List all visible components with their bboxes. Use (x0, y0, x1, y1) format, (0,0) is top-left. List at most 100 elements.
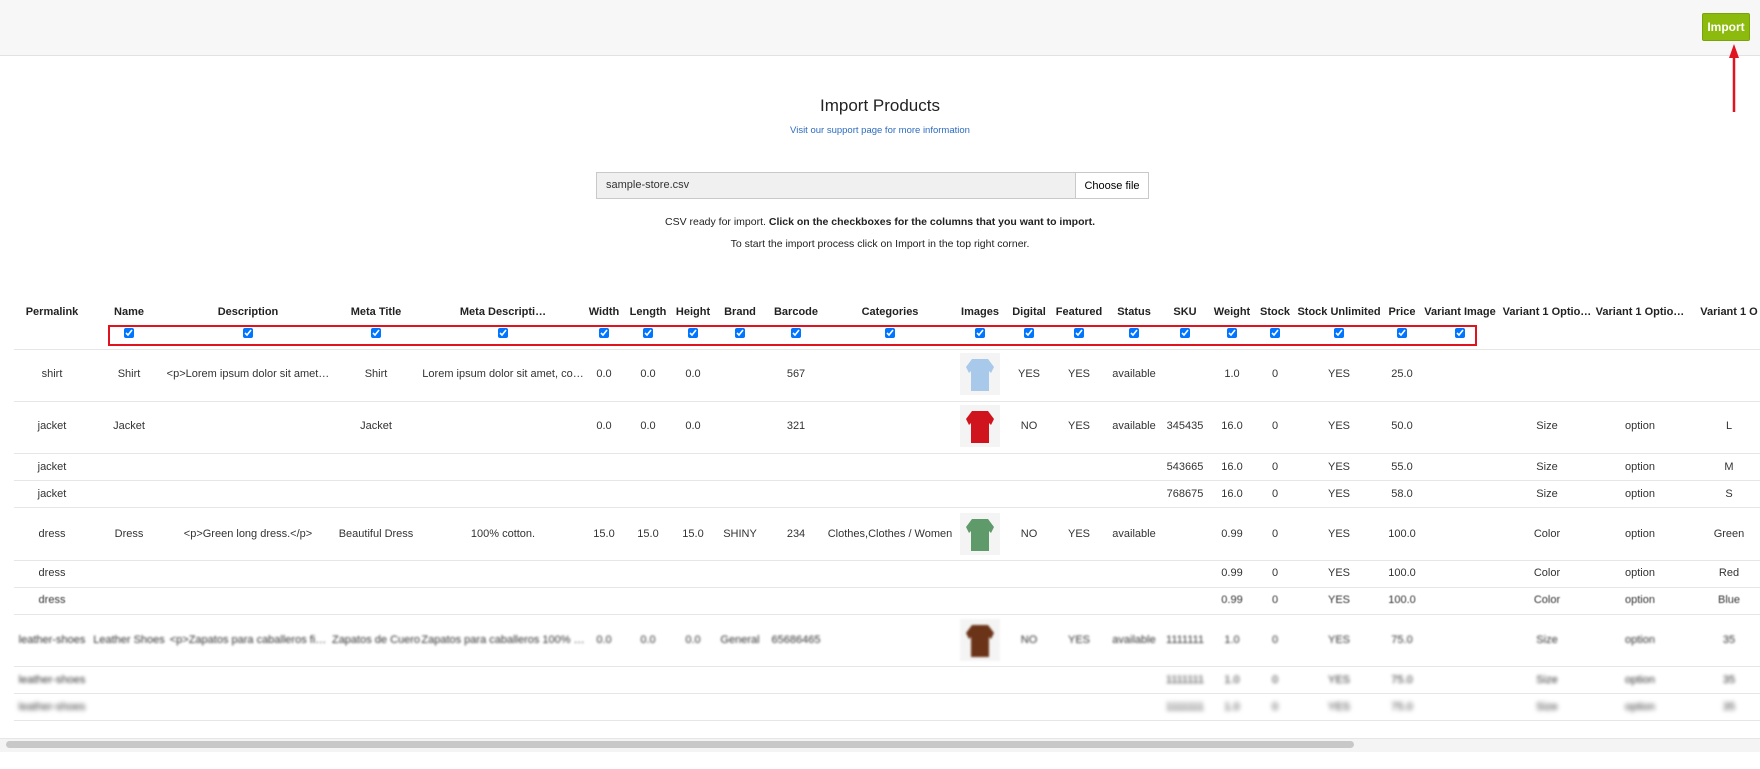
table-cell: jacket (37, 461, 67, 473)
table-cell: option (1625, 461, 1655, 473)
table-cell: available (1112, 368, 1156, 380)
row-divider (14, 401, 1760, 402)
column-checkbox[interactable] (1227, 328, 1237, 338)
product-shape (966, 359, 994, 391)
table-cell: 35 (1722, 674, 1736, 686)
table-cell: option (1625, 528, 1655, 540)
table-cell: Green (1713, 528, 1745, 540)
table-cell: YES (1327, 701, 1351, 713)
table-cell: NO (1020, 634, 1038, 646)
product-image (960, 513, 1000, 555)
column-checkbox[interactable] (688, 328, 698, 338)
row-divider (14, 614, 1760, 615)
file-name: sample-store.csv (596, 172, 1087, 199)
table-cell: Dress (114, 528, 144, 540)
column-checkbox[interactable] (371, 328, 381, 338)
row-divider (14, 507, 1760, 508)
table-cell: option (1625, 674, 1655, 686)
red-arrow (1729, 44, 1739, 112)
column-checkbox[interactable] (1074, 328, 1084, 338)
column-checkbox[interactable] (1334, 328, 1344, 338)
table-cell: 100.0 (1388, 528, 1416, 540)
column-header: Brand (724, 306, 756, 318)
product-thumb (966, 359, 994, 391)
column-checkbox[interactable] (1455, 328, 1465, 338)
table-cell: 0 (1271, 701, 1279, 713)
table-cell: Color (1533, 567, 1561, 579)
table-cell: Zapatos para caballeros 100% … (421, 634, 585, 646)
column-checkbox[interactable] (124, 328, 134, 338)
row-divider (14, 453, 1760, 454)
column-checkbox[interactable] (599, 328, 609, 338)
product-thumb (966, 519, 994, 551)
table-cell: Size (1536, 634, 1558, 646)
support-link[interactable]: Visit our support page for more informat… (790, 125, 970, 136)
table-cell: 0 (1271, 634, 1279, 646)
column-header: Featured (1055, 306, 1103, 318)
table-cell: 55.0 (1391, 461, 1413, 473)
table-cell: 1111111 (1166, 674, 1204, 686)
column-header: Meta Title (350, 306, 402, 318)
column-checkbox[interactable] (975, 328, 985, 338)
table-cell: jacket (37, 488, 67, 500)
column-checkbox[interactable] (1270, 328, 1280, 338)
column-header: Price (1388, 306, 1416, 318)
table-cell: 0.99 (1221, 594, 1243, 606)
import-table: Permalink Name Description Meta Title Meta D… (0, 290, 1760, 750)
import-button[interactable]: Import (1702, 13, 1750, 41)
table-cell: Lorem ipsum dolor sit amet, co… (422, 368, 584, 380)
table-cell: 25.0 (1391, 368, 1413, 380)
table-cell: Size (1536, 420, 1558, 432)
scrollbar[interactable] (6, 741, 1354, 748)
checkbox-highlight (108, 325, 1477, 346)
page-title: Import Products (820, 96, 940, 115)
table-cell: YES (1067, 420, 1091, 432)
table-cell: SHINY (723, 528, 757, 540)
table-cell: available (1112, 634, 1156, 646)
column-checkbox[interactable] (498, 328, 508, 338)
table-cell: option (1625, 634, 1655, 646)
choose-file-button[interactable]: Choose file (1075, 172, 1149, 199)
table-cell: 1.0 (1224, 634, 1240, 646)
column-header: Barcode (773, 306, 819, 318)
column-checkbox[interactable] (643, 328, 653, 338)
table-cell: 321 (786, 420, 806, 432)
column-checkbox[interactable] (735, 328, 745, 338)
table-cell: jacket (37, 420, 67, 432)
column-header: Stock Unlimited (1297, 306, 1381, 318)
table-cell: 100.0 (1388, 567, 1416, 579)
column-checkbox[interactable] (791, 328, 801, 338)
table-cell: 0.0 (596, 634, 612, 646)
table-cell: 16.0 (1221, 461, 1243, 473)
table-cell: 0.0 (685, 634, 701, 646)
table-cell: 345435 (1166, 420, 1204, 432)
table-cell: 0 (1271, 488, 1279, 500)
table-cell: shirt (41, 368, 63, 380)
column-header: Stock (1260, 306, 1290, 318)
column-checkbox[interactable] (1397, 328, 1407, 338)
column-checkbox[interactable] (243, 328, 253, 338)
table-cell: Color (1533, 594, 1561, 606)
table-cell: Shirt (117, 368, 141, 380)
table-cell: 65686465 (771, 634, 821, 646)
table-cell: General (720, 634, 760, 646)
row-divider (14, 349, 1760, 350)
table-cell: 15.0 (593, 528, 615, 540)
column-checkbox[interactable] (1180, 328, 1190, 338)
column-checkbox[interactable] (1129, 328, 1139, 338)
top-bar: Import (0, 0, 1760, 56)
table-cell: YES (1067, 528, 1091, 540)
table-cell: 1.0 (1224, 368, 1240, 380)
table-cell: Size (1536, 674, 1558, 686)
instruction-line: CSV ready for import. Click on the check… (0, 216, 1760, 228)
column-header: Weight (1213, 306, 1251, 318)
table-cell: Blue (1717, 594, 1741, 606)
table-cell: 0 (1271, 420, 1279, 432)
table-cell: 543665 (1166, 461, 1204, 473)
column-checkbox[interactable] (1024, 328, 1034, 338)
table-cell: option (1625, 567, 1655, 579)
table-cell: YES (1327, 528, 1351, 540)
table-cell: 58.0 (1391, 488, 1413, 500)
column-checkbox[interactable] (885, 328, 895, 338)
column-header: Width (588, 306, 620, 318)
